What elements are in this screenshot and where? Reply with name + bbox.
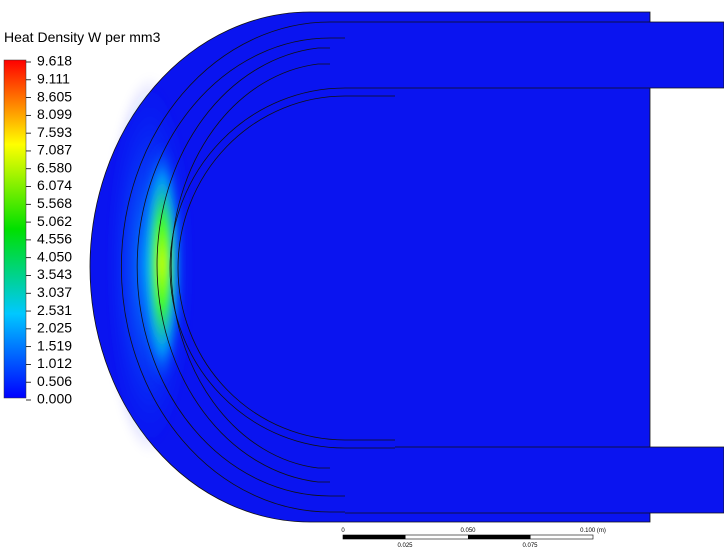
tick-label: 5.062 — [37, 213, 72, 229]
tick-label: 2.531 — [37, 302, 72, 318]
scale-bar: 0 0.050 0.100 (m) 0.025 0.075 — [341, 528, 606, 549]
tick-label: 9.618 — [37, 53, 72, 69]
tick-label: 9.111 — [37, 70, 70, 86]
scale-label: 0.100 (m) — [580, 528, 606, 534]
tick-label: 4.050 — [37, 248, 72, 264]
scale-label: 0 — [341, 528, 345, 534]
legend-title: Heat Density W per mm3 — [4, 29, 161, 45]
tick-label: 0.000 — [37, 391, 72, 407]
tick-label: 6.074 — [37, 177, 72, 193]
hot-zone — [142, 139, 182, 389]
tick-label: 3.543 — [37, 266, 72, 282]
scale-label: 0.075 — [522, 543, 538, 549]
scale-label: 0.050 — [460, 528, 476, 534]
tick-label: 3.037 — [37, 284, 72, 300]
tick-label: 0.506 — [37, 373, 72, 389]
tick-label: 4.556 — [37, 231, 72, 247]
tick-label: 1.519 — [37, 337, 72, 353]
scale-label: 0.025 — [397, 543, 413, 549]
tick-label: 2.025 — [37, 320, 72, 336]
coil-edges — [120, 21, 650, 514]
tick-label: 8.099 — [37, 106, 72, 122]
tick-label: 8.605 — [37, 88, 72, 104]
domain — [89, 11, 724, 523]
color-bar — [3, 59, 27, 399]
tick-label: 5.568 — [37, 195, 72, 211]
tick-label: 6.580 — [37, 159, 72, 175]
tick-label: 1.012 — [37, 355, 72, 371]
tick-label: 7.087 — [37, 142, 72, 158]
tick-label: 7.593 — [37, 124, 72, 140]
